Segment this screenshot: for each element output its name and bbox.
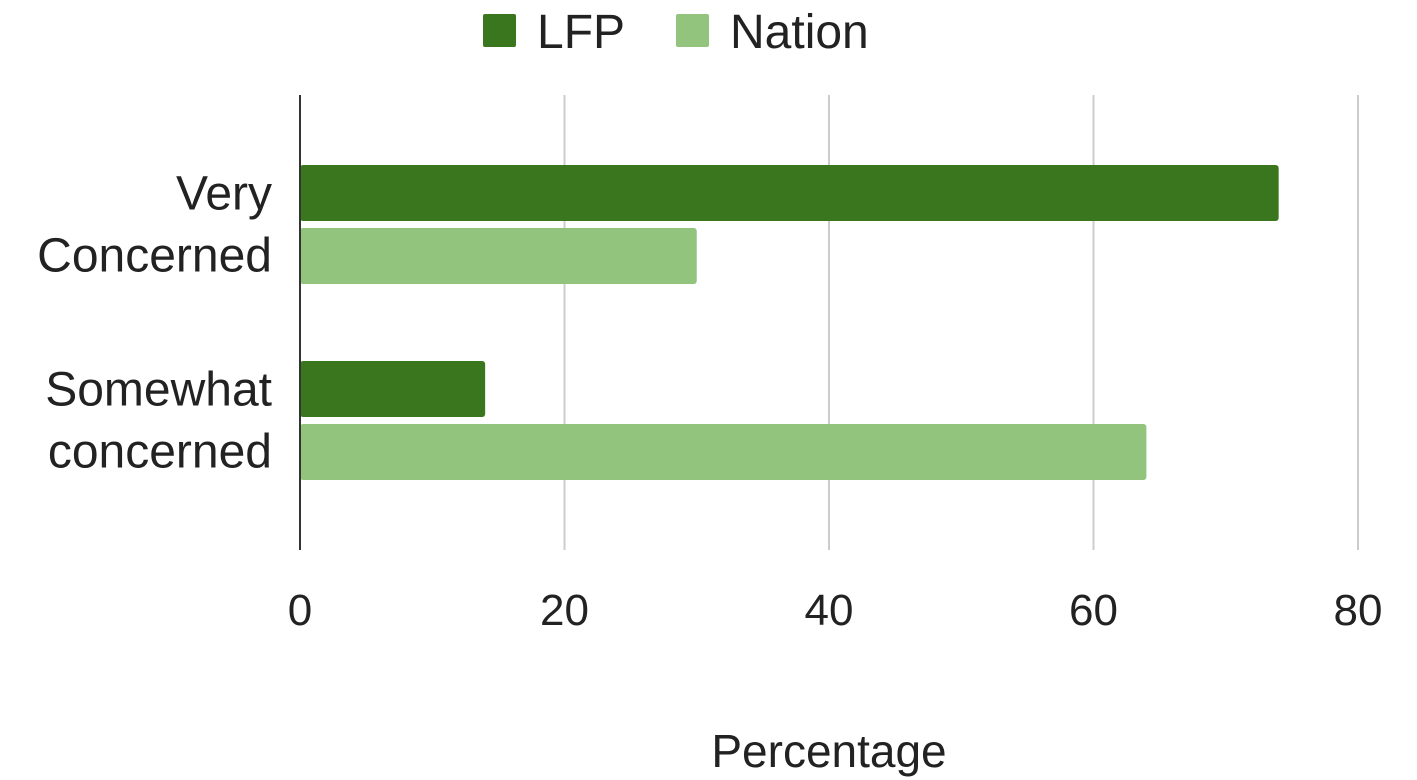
category-labels: Very Concerned Somewhat concerned	[37, 168, 272, 479]
legend: LFP Nation	[483, 6, 869, 59]
bar-nation-somewhat-concerned	[300, 424, 1147, 480]
bar-lfp-very-concerned	[300, 165, 1279, 221]
legend-swatch-lfp	[483, 14, 516, 47]
bar-nation-very-concerned	[300, 228, 697, 284]
category-label-line: Very	[176, 168, 272, 221]
legend-swatch-nation	[676, 14, 709, 47]
x-axis-title: Percentage	[711, 725, 946, 777]
x-tick-label-0: 0	[288, 586, 312, 635]
bar-lfp-somewhat-concerned	[300, 361, 486, 417]
legend-label-nation: Nation	[730, 6, 869, 59]
category-label-somewhat-concerned: Somewhat concerned	[45, 364, 272, 479]
category-label-line: Concerned	[37, 230, 272, 283]
x-tick-label-20: 20	[540, 586, 589, 635]
category-label-line: concerned	[48, 426, 272, 479]
x-tick-labels: 0 20 40 60 80	[288, 586, 1383, 635]
x-tick-label-80: 80	[1334, 586, 1383, 635]
x-tick-label-40: 40	[805, 586, 854, 635]
category-label-very-concerned: Very Concerned	[37, 168, 272, 283]
category-label-line: Somewhat	[45, 364, 272, 417]
legend-label-lfp: LFP	[537, 6, 625, 59]
gridlines	[563, 95, 1359, 550]
x-tick-label-60: 60	[1069, 586, 1118, 635]
bars	[300, 165, 1279, 480]
